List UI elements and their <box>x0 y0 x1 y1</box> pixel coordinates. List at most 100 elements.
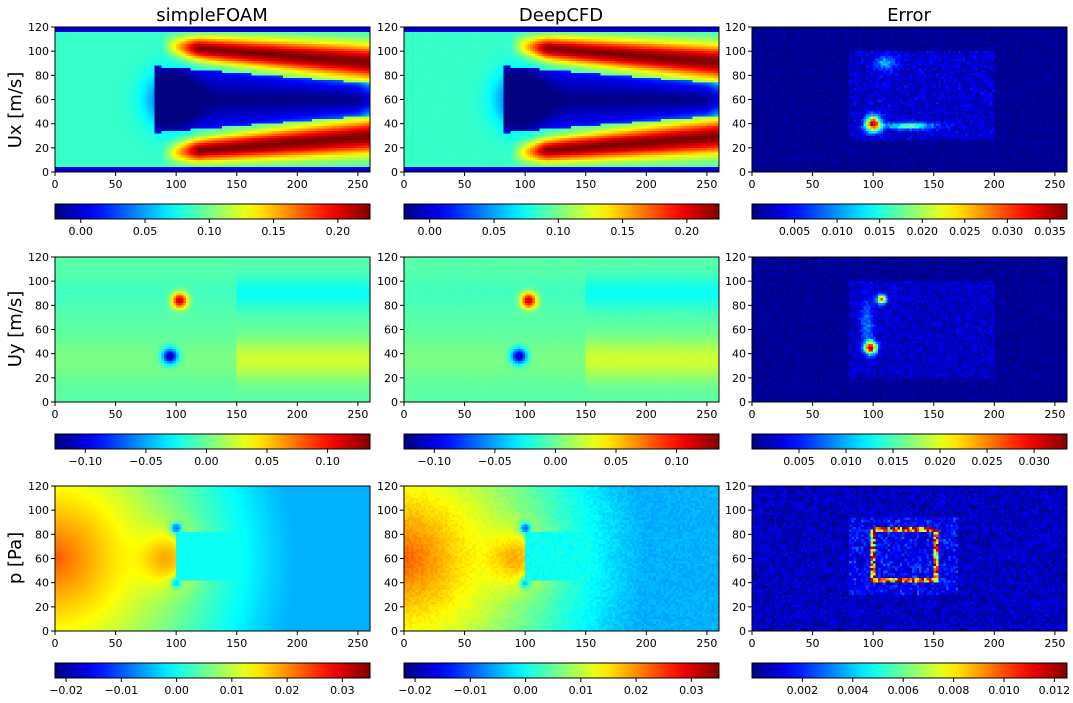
colorbar-tick-label: 0.03 <box>330 684 355 697</box>
panel-uy-deepcfd: 0 50 100 150 200 250 0 20 40 60 80 100 120 −0.10 −0.05… <box>377 251 720 468</box>
x-tick-label: 0 <box>52 637 59 650</box>
colorbar-tick-label: 0.03 <box>679 684 704 697</box>
x-tick-label: 200 <box>984 178 1005 191</box>
x-tick-label: 50 <box>458 408 472 421</box>
x-tick-label: 0 <box>52 178 59 191</box>
y-tick-label: 80 <box>35 299 49 312</box>
colorbar-tick-label: −0.02 <box>49 684 83 697</box>
y-tick-label: 60 <box>384 553 398 566</box>
colorbar-tick-label: 0.00 <box>543 455 568 468</box>
panel-p-deepcfd: 0 50 100 150 200 250 0 20 40 60 80 100 120 −0.02 −0.01… <box>377 480 720 697</box>
x-tick-label: 0 <box>401 178 408 191</box>
y-tick-label: 40 <box>732 577 746 590</box>
colorbar-tick-label: 0.010 <box>988 684 1020 697</box>
column-titles: simpleFOAM DeepCFD Error <box>156 5 931 26</box>
colorbar <box>403 433 720 450</box>
y-tick-label: 40 <box>384 577 398 590</box>
x-tick-label: 50 <box>109 637 123 650</box>
y-tick-label: 60 <box>384 94 398 107</box>
panel-p-error: 0 50 100 150 200 250 0 20 40 60 80 100 120 0.002 0.004… <box>725 480 1070 697</box>
x-tick-label: 150 <box>923 178 944 191</box>
colorbar-tick-label: 0.15 <box>610 225 635 238</box>
colorbar-tick-label: −0.10 <box>68 455 102 468</box>
x-tick-label: 250 <box>696 408 717 421</box>
heatmap-image <box>752 486 1067 631</box>
colorbar-tick-label: 0.00 <box>194 455 219 468</box>
x-tick-label: 150 <box>226 178 247 191</box>
colorbar-tick-label: 0.01 <box>569 684 594 697</box>
colorbar-tick-label: 0.015 <box>877 455 909 468</box>
colorbar <box>403 662 720 679</box>
y-tick-label: 60 <box>35 553 49 566</box>
colorbar <box>403 203 720 220</box>
colorbar-tick-label: 0.10 <box>664 455 689 468</box>
x-tick-label: 100 <box>863 408 884 421</box>
colorbar-tick-label: 0.05 <box>133 225 158 238</box>
colorbar-tick-label: 0.012 <box>1039 684 1071 697</box>
colorbar-tick-label: 0.02 <box>624 684 649 697</box>
heatmap-image <box>752 27 1067 172</box>
y-tick-label: 20 <box>732 142 746 155</box>
y-tick-label: 0 <box>42 625 49 638</box>
heatmap-image <box>55 486 370 631</box>
y-tick-label: 40 <box>384 348 398 361</box>
x-tick-label: 200 <box>636 408 657 421</box>
colorbar-tick-label: 0.025 <box>971 455 1003 468</box>
column-title-deepcfd: DeepCFD <box>519 5 603 26</box>
y-tick-label: 100 <box>377 275 398 288</box>
x-tick-label: 100 <box>515 178 536 191</box>
colorbar-tick-label: 0.015 <box>864 225 896 238</box>
x-tick-label: 250 <box>347 178 368 191</box>
x-tick-label: 0 <box>749 637 756 650</box>
panel-ux-simplefoam: 0 50 100 150 200 250 0 20 40 60 80 100 120 0.00 0.05 0.… <box>28 21 371 238</box>
y-tick-label: 20 <box>384 372 398 385</box>
panel-uy-simplefoam: 0 50 100 150 200 250 0 20 40 60 80 100 120 −0.10 −0.05… <box>28 251 371 468</box>
x-tick-label: 150 <box>226 408 247 421</box>
y-tick-label: 120 <box>725 251 746 264</box>
y-tick-label: 0 <box>391 625 398 638</box>
colorbar-tick-label: −0.01 <box>453 684 487 697</box>
row-label-uy: Uy [m/s] <box>5 291 26 368</box>
y-tick-label: 0 <box>739 625 746 638</box>
x-tick-label: 150 <box>226 637 247 650</box>
x-tick-label: 250 <box>347 637 368 650</box>
y-tick-label: 80 <box>732 299 746 312</box>
x-tick-label: 100 <box>863 637 884 650</box>
colorbar-tick-label: 0.05 <box>604 455 629 468</box>
y-tick-label: 0 <box>739 396 746 409</box>
x-tick-label: 100 <box>863 178 884 191</box>
heatmap-image <box>55 257 370 402</box>
y-tick-label: 80 <box>35 528 49 541</box>
x-tick-label: 200 <box>287 637 308 650</box>
heatmap-image <box>404 27 719 172</box>
x-tick-label: 200 <box>636 637 657 650</box>
colorbar-tick-label: 0.10 <box>546 225 571 238</box>
y-tick-label: 100 <box>28 504 49 517</box>
colorbar-tick-label: 0.008 <box>938 684 970 697</box>
x-tick-label: 50 <box>458 178 472 191</box>
panel-ux-error: 0 50 100 150 200 250 0 20 40 60 80 100 120 0.005 0.010… <box>725 21 1068 238</box>
x-tick-label: 0 <box>749 408 756 421</box>
colorbar-tick-label: −0.10 <box>417 455 451 468</box>
colorbar <box>54 203 371 220</box>
colorbar-tick-label: 0.01 <box>220 684 245 697</box>
x-tick-label: 150 <box>575 637 596 650</box>
colorbar-tick-label: 0.00 <box>513 684 538 697</box>
x-tick-label: 250 <box>1044 178 1065 191</box>
y-tick-label: 20 <box>384 601 398 614</box>
y-tick-label: 80 <box>384 528 398 541</box>
x-tick-label: 250 <box>696 637 717 650</box>
x-tick-label: 250 <box>696 178 717 191</box>
colorbar-tick-label: 0.05 <box>255 455 280 468</box>
row-label-p: p [Pa] <box>5 532 26 584</box>
x-tick-label: 250 <box>347 408 368 421</box>
y-tick-label: 60 <box>384 324 398 337</box>
y-tick-label: 100 <box>725 45 746 58</box>
colorbar-tick-label: 0.030 <box>992 225 1024 238</box>
x-tick-label: 50 <box>806 178 820 191</box>
panel-p-simplefoam: 0 50 100 150 200 250 0 20 40 60 80 100 120 −0.02 −0.01… <box>28 480 371 697</box>
y-tick-label: 20 <box>35 142 49 155</box>
y-tick-label: 0 <box>739 166 746 179</box>
y-tick-label: 80 <box>732 69 746 82</box>
